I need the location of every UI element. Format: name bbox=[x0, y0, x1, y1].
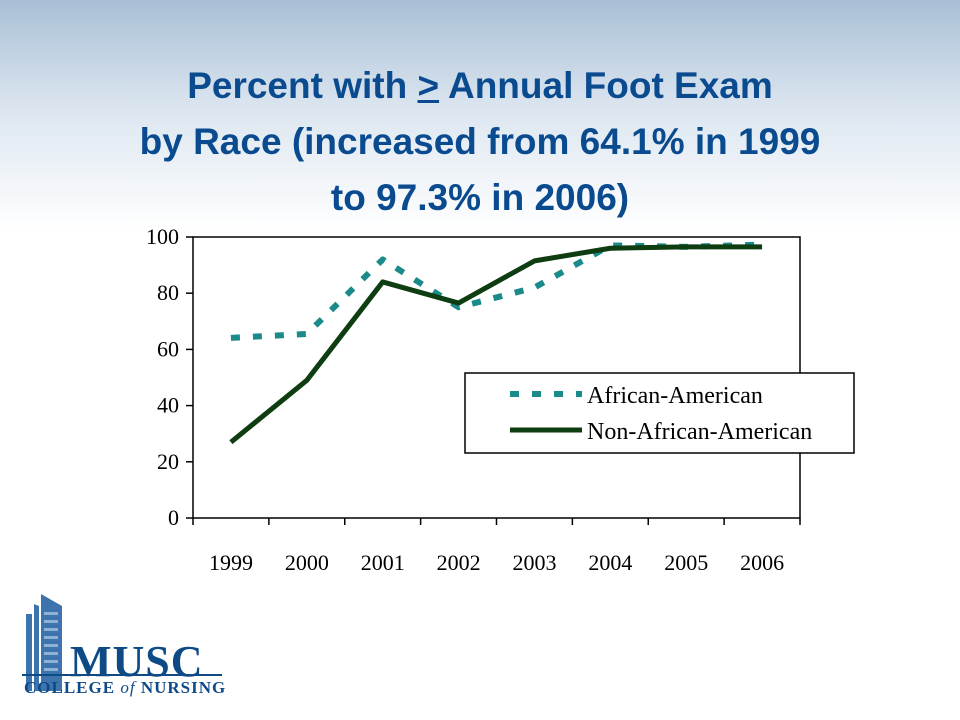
legend-label-1: African-American bbox=[587, 383, 763, 409]
x-tick-label: 2004 bbox=[588, 550, 632, 575]
slide-title: Percent with > Annual Foot Exam by Race … bbox=[30, 58, 930, 226]
x-tick-label: 1999 bbox=[209, 550, 253, 575]
title-line-2: by Race (increased from 64.1% in 1999 bbox=[139, 121, 821, 162]
x-tick-label: 2005 bbox=[664, 550, 708, 575]
y-tick-label: 60 bbox=[157, 336, 179, 361]
logo-sub-nursing: NURSING bbox=[135, 678, 227, 697]
logo-sub-of: of bbox=[120, 678, 136, 697]
x-tick-label: 2002 bbox=[437, 550, 481, 575]
title-suffix: Annual Foot Exam bbox=[439, 65, 773, 106]
y-tick-label: 0 bbox=[168, 505, 179, 530]
y-tick-label: 40 bbox=[157, 393, 179, 418]
title-line-3: to 97.3% in 2006) bbox=[330, 177, 630, 218]
logo-subtitle: COLLEGE of NURSING bbox=[24, 678, 226, 698]
legend-label-2: Non-African-American bbox=[587, 419, 812, 445]
logo-wordmark: MUSC bbox=[70, 637, 204, 686]
chart-axes: 0 20 40 60 80 100 1999 2000 2001 2002 2003 2004 2005… bbox=[146, 224, 801, 575]
title-prefix: Percent with bbox=[187, 65, 418, 106]
x-tick-label: 2006 bbox=[740, 550, 784, 575]
legend-box bbox=[464, 372, 855, 454]
logo-sub-college: COLLEGE bbox=[24, 678, 121, 697]
y-tick-label: 100 bbox=[146, 224, 179, 249]
x-tick-label: 2003 bbox=[512, 550, 556, 575]
y-tick-label: 20 bbox=[157, 449, 179, 474]
x-tick-label: 2000 bbox=[285, 550, 329, 575]
chart-legend: African-American Non-African-American bbox=[464, 372, 855, 454]
y-tick-label: 80 bbox=[157, 280, 179, 305]
title-gte-symbol: > bbox=[417, 65, 440, 106]
x-tick-label: 2001 bbox=[361, 550, 405, 575]
series-line-2 bbox=[229, 244, 763, 445]
chart-series bbox=[229, 241, 763, 445]
title-line-1: Percent with > Annual Foot Exam bbox=[30, 58, 930, 114]
series-line-1 bbox=[230, 241, 763, 341]
musc-logo-icon bbox=[22, 594, 222, 691]
